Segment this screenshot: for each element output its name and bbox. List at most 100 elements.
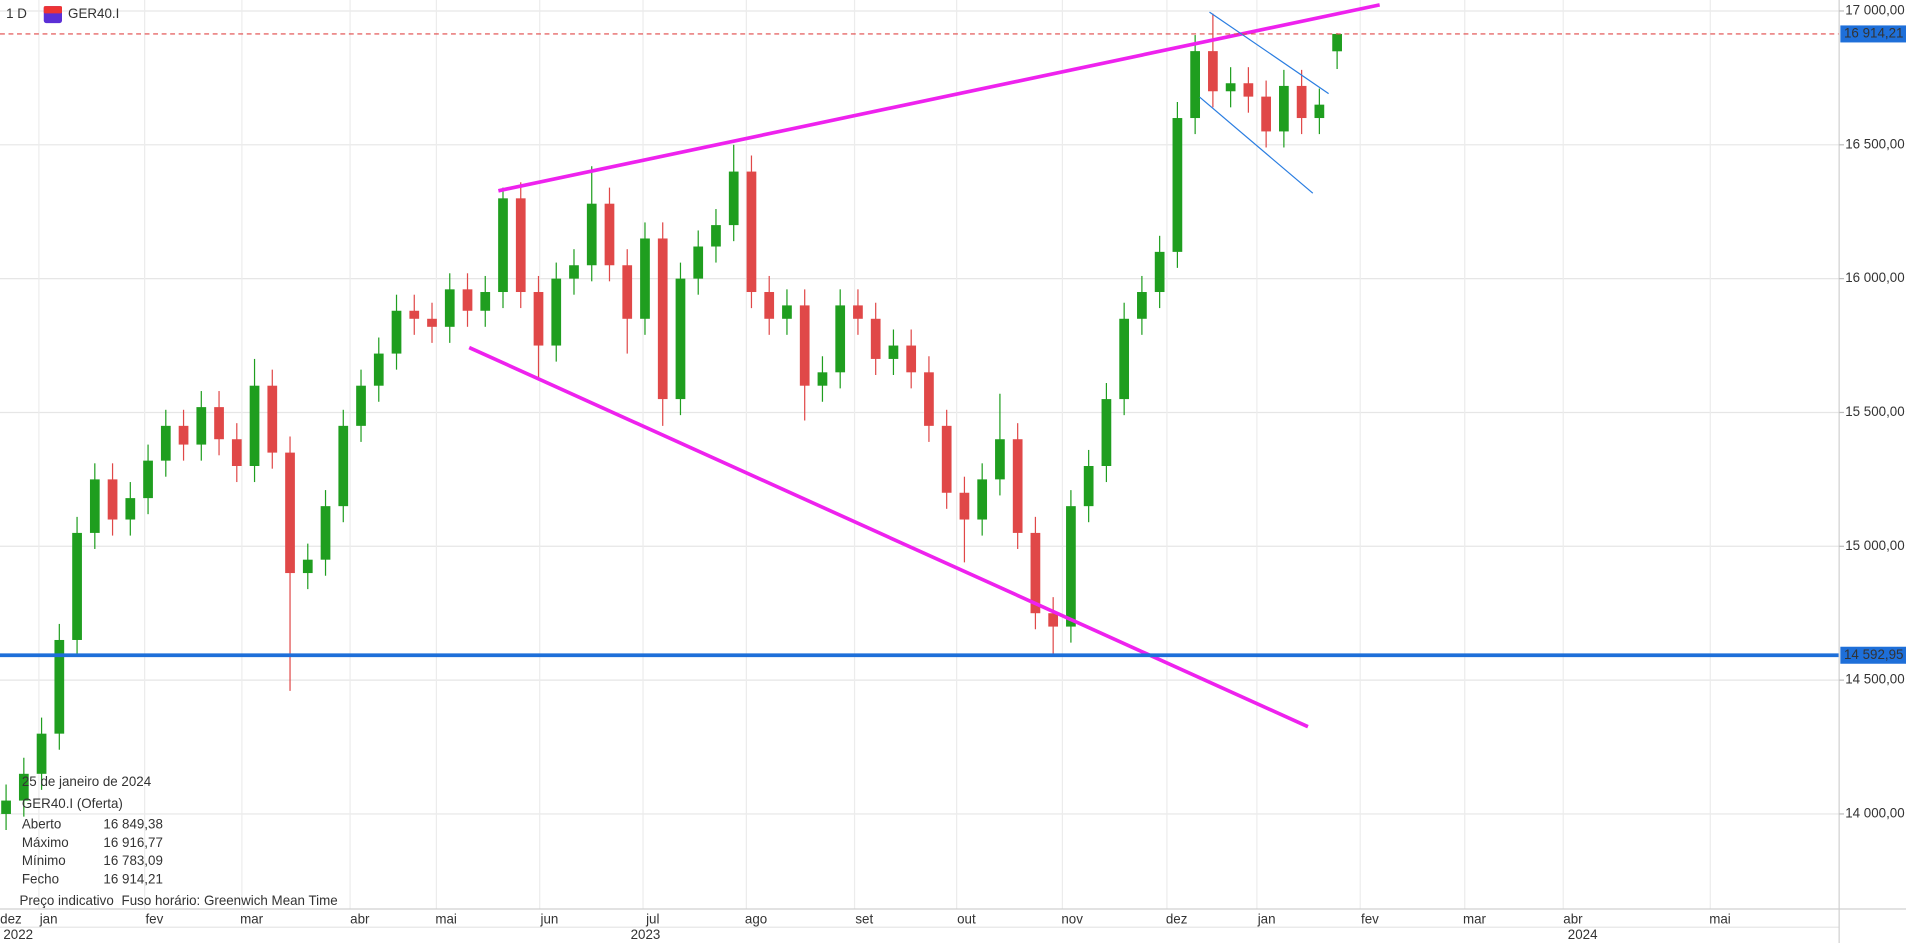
candle-body — [977, 479, 988, 520]
info-label: Máximo — [22, 835, 69, 850]
candle-body — [728, 171, 739, 226]
x-tick-label: mai — [1709, 911, 1731, 926]
candle-body — [1048, 613, 1059, 627]
candle-body — [586, 203, 597, 266]
timeframe[interactable]: 1 D — [6, 6, 27, 21]
candle-body — [427, 318, 437, 327]
cfd-icon-top — [43, 6, 62, 14]
trendline — [498, 3, 1381, 193]
candle-body — [1137, 292, 1147, 319]
candle-body — [409, 310, 420, 319]
candle-body — [693, 246, 704, 279]
candle-body — [640, 238, 650, 319]
candle-body — [18, 773, 29, 801]
symbol[interactable]: GER40.I — [68, 6, 119, 21]
x-tick-label: dez — [0, 911, 22, 926]
trendline — [468, 345, 1309, 729]
candles — [1, 13, 1342, 831]
candle-body — [1066, 506, 1076, 627]
candle-body — [1, 800, 11, 814]
candle-body — [657, 238, 668, 400]
candle-body — [995, 439, 1005, 480]
candle-body — [853, 305, 863, 319]
candle-body — [764, 292, 775, 319]
channel-line — [1199, 96, 1314, 194]
candle-body — [498, 198, 508, 293]
info-footer: Preço indicativo — [19, 893, 113, 908]
x-tick-label: fev — [145, 911, 163, 926]
candle-body — [338, 425, 349, 507]
info-value: 16 849,38 — [103, 817, 162, 832]
info-value: 16 916,77 — [103, 835, 162, 850]
x-tick-label: jan — [39, 911, 58, 926]
year-label: 2023 — [631, 927, 661, 942]
candle-body — [1012, 439, 1023, 533]
candle-body — [356, 385, 366, 426]
info-label: Fecho — [22, 871, 59, 886]
candle-body — [36, 733, 47, 774]
candle-body — [302, 559, 313, 574]
y-tick-label: 15 500,00 — [1845, 404, 1904, 419]
year-label: 2022 — [3, 927, 33, 942]
candle-body — [143, 460, 153, 499]
candle-body — [178, 425, 189, 445]
candle-body — [320, 506, 331, 560]
candle-body — [373, 353, 384, 386]
candle-body — [1225, 83, 1236, 92]
candle-body — [480, 292, 491, 311]
channel-line — [1209, 11, 1329, 95]
candle-body — [1030, 532, 1041, 614]
candle-body — [1119, 318, 1130, 400]
x-tick-label: jan — [1257, 911, 1276, 926]
candle-body — [1101, 399, 1112, 466]
candle-body — [249, 385, 260, 466]
x-tick-label: dez — [1166, 911, 1188, 926]
candle-body — [746, 171, 757, 293]
candle-body — [1172, 118, 1183, 252]
y-tick-label: 14 000,00 — [1845, 805, 1904, 820]
candle-body — [54, 639, 65, 734]
candle-body — [675, 278, 686, 400]
drawings — [468, 3, 1381, 729]
y-tick-label: 15 000,00 — [1845, 538, 1904, 553]
candle-body — [515, 198, 526, 293]
price-tag — [1840, 646, 1906, 664]
x-tick-label: nov — [1061, 911, 1083, 926]
candle-body — [391, 310, 402, 354]
candle-body — [267, 385, 278, 453]
info-footer: Fuso horário: Greenwich Mean Time — [122, 893, 338, 908]
x-tick-label: jun — [540, 911, 559, 926]
candle-body — [89, 479, 100, 533]
candle-body — [533, 292, 544, 346]
candle-body — [1190, 51, 1201, 119]
x-tick-label: out — [957, 911, 976, 926]
candle-body — [72, 532, 82, 640]
year-label: 2024 — [1568, 927, 1598, 942]
candle-body — [107, 479, 118, 520]
candle-body — [160, 425, 171, 461]
candle-body — [924, 372, 934, 426]
candle-body — [1296, 85, 1307, 119]
price-tag-label: 16 914,21 — [1844, 25, 1903, 40]
candle-body — [1083, 465, 1094, 507]
candle-body — [1279, 85, 1289, 132]
x-tick-label: ago — [745, 911, 767, 926]
candle-body — [711, 225, 721, 247]
y-tick-label: 16 000,00 — [1845, 270, 1904, 285]
candle-body — [604, 203, 615, 266]
candle-body — [959, 492, 970, 520]
candle-body — [1208, 51, 1218, 92]
candle-body — [1154, 251, 1165, 293]
candle-body — [285, 452, 295, 574]
candle-body — [569, 265, 579, 279]
candle-body — [817, 372, 828, 386]
x-tick-label: mar — [1463, 911, 1487, 926]
price-tag-label: 14 592,95 — [1844, 647, 1903, 662]
info-date: 25 de janeiro de 2024 — [22, 774, 152, 789]
x-tick-label: mai — [435, 911, 457, 926]
header: 1 D GER40.I — [6, 6, 119, 24]
candle-body — [906, 345, 917, 373]
